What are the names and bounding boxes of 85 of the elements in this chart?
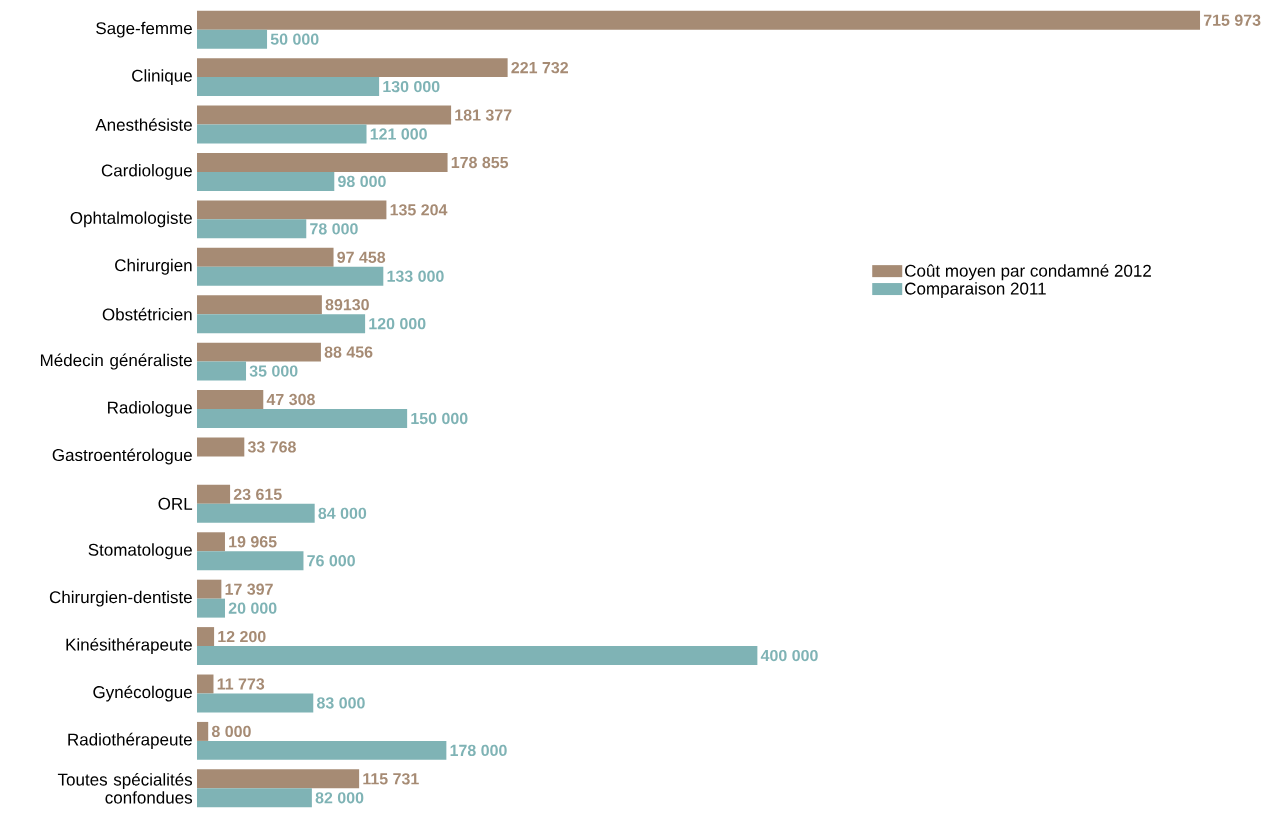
y-tick-label: Obstétricien [102, 307, 192, 321]
bar [197, 788, 312, 808]
data-label: 35 000 [249, 365, 298, 377]
bar [197, 598, 226, 618]
y-tick-label: Gynécologue [93, 685, 192, 702]
bar [197, 58, 508, 78]
data-label: 47 308 [266, 393, 315, 406]
bar [197, 579, 222, 599]
bar [197, 105, 452, 125]
data-label: 20 000 [228, 602, 277, 614]
bar [197, 152, 448, 172]
bar [197, 342, 321, 362]
bar [197, 740, 447, 760]
bar [197, 171, 335, 191]
y-tick-label: Médecin généraliste [40, 353, 192, 370]
legend-label: Comparaison 2011 [905, 282, 1046, 298]
y-tick-label: Sage-femme [96, 21, 192, 38]
y-tick-label: Radiologue [108, 401, 192, 417]
bar [197, 674, 214, 694]
bar [197, 721, 209, 741]
data-label: 98 000 [338, 175, 386, 188]
data-label: 50 000 [270, 33, 319, 45]
data-label: 130 000 [383, 80, 440, 93]
bar [197, 769, 360, 789]
legend-label: Coût moyen par condamné 2012 [905, 264, 1151, 281]
y-tick-label: Stomatologue [88, 543, 192, 560]
y-tick-label: Cardiologue [101, 164, 192, 180]
bar [197, 219, 307, 239]
data-label: 78 000 [310, 223, 358, 235]
bar [197, 295, 322, 315]
data-label: 115 731 [363, 773, 419, 785]
bar [197, 646, 758, 666]
bar [197, 532, 225, 552]
data-label: 133 000 [387, 270, 444, 282]
bar [197, 77, 380, 97]
data-label: 23 615 [233, 488, 282, 501]
bar [197, 484, 231, 504]
bar [197, 266, 384, 286]
y-tick-label: Toutes spécialités confondues [57, 772, 193, 804]
bar [197, 409, 408, 428]
y-tick-label: Chirurgien-dentiste [49, 590, 192, 607]
y-tick-label: ORL [158, 497, 193, 510]
data-label: 181 377 [455, 109, 512, 121]
data-label: 76 000 [307, 555, 355, 567]
y-tick-label: Chirurgien [115, 258, 192, 275]
data-label: 82 000 [315, 792, 364, 804]
data-label: 11 773 [217, 678, 265, 690]
data-label: 33 768 [247, 441, 296, 453]
bar [197, 314, 366, 334]
bar [197, 29, 268, 49]
data-label: 19 965 [229, 536, 277, 548]
bar [197, 390, 264, 410]
bar [197, 693, 314, 713]
bar [197, 247, 334, 267]
data-label: 400 000 [760, 649, 818, 662]
bar [197, 200, 387, 220]
data-label: 84 000 [318, 507, 367, 519]
y-tick-label: Anesthésiste [95, 118, 192, 131]
data-label: 221 732 [511, 61, 568, 74]
data-label: 120 000 [369, 318, 426, 330]
data-label: 178 855 [451, 156, 509, 169]
y-tick-label: Gastroentérologue [52, 448, 192, 465]
data-label: 150 000 [411, 412, 468, 425]
data-label: 8 000 [211, 725, 251, 738]
data-label: 97 458 [337, 251, 386, 263]
data-label: 88 456 [324, 346, 373, 358]
bar [197, 10, 1201, 30]
data-label: 715 973 [1203, 14, 1261, 26]
bar [197, 627, 215, 647]
bar [197, 437, 245, 457]
data-label: 12 200 [218, 630, 266, 643]
data-label: 178 000 [450, 744, 507, 757]
data-label: 89130 [325, 299, 369, 311]
data-label: 83 000 [316, 697, 365, 709]
bar [197, 361, 247, 381]
data-label: 121 000 [370, 128, 427, 140]
data-label: 17 397 [225, 583, 273, 595]
bar [197, 124, 367, 144]
y-tick-label: Clinique [132, 69, 192, 86]
bar [197, 503, 315, 523]
y-tick-label: Kinésithérapeute [66, 638, 192, 655]
y-tick-label: Radiothérapeute [68, 732, 192, 749]
bar [197, 551, 304, 571]
y-tick-label: Ophtalmologiste [70, 211, 192, 228]
data-label: 135 204 [390, 204, 448, 216]
